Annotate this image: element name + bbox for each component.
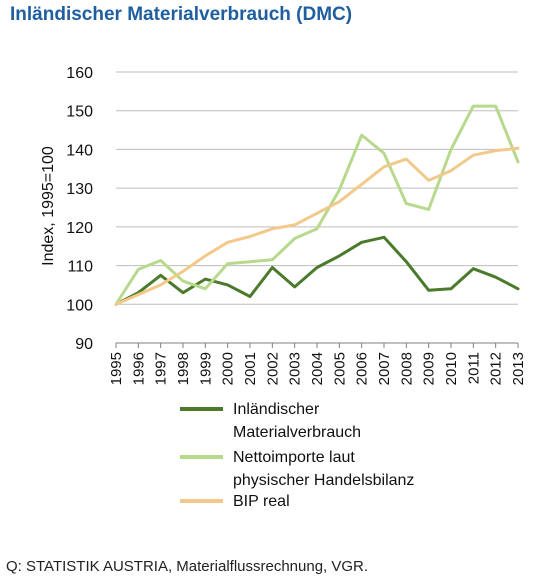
x-tick-label: 1997 xyxy=(153,352,170,385)
legend-label: Nettoimporte laut xyxy=(233,449,355,466)
x-tick-label: 2002 xyxy=(264,352,281,385)
x-tick-label: 2008 xyxy=(398,352,415,385)
y-tick-label: 120 xyxy=(66,220,93,237)
x-tick-label: 2004 xyxy=(309,352,326,385)
x-axis-tick-labels: 1995 1996 1997 1998 1999 2000 2001 2002 2003 2004… xyxy=(108,352,527,385)
x-tick-label: 2006 xyxy=(354,352,371,385)
legend-label: Inländischer xyxy=(233,401,320,418)
y-axis-tick-labels: 90 100 110 120 130 140 150 160 xyxy=(66,65,93,353)
y-tick-label: 150 xyxy=(66,104,93,121)
x-tick-label: 2009 xyxy=(421,352,438,385)
x-tick-label: 2005 xyxy=(331,352,348,385)
legend-label: Materialverbrauch xyxy=(233,424,361,441)
line-chart: 90 100 110 120 130 140 150 160 1995 1996 1997 1998… xyxy=(40,65,527,510)
x-tick-label: 2003 xyxy=(287,352,304,385)
series-line-1 xyxy=(114,104,520,306)
chart-title: Inländischer Materialverbrauch (DMC) xyxy=(10,4,353,25)
x-tick-label: 1998 xyxy=(175,352,192,385)
x-tick-label: 2000 xyxy=(220,352,237,385)
x-tick-label: 2012 xyxy=(488,352,505,385)
x-axis xyxy=(115,342,519,348)
series-line-2 xyxy=(114,146,520,306)
y-tick-label: 160 xyxy=(66,65,93,82)
x-tick-label: 2013 xyxy=(510,352,527,385)
x-tick-label: 2011 xyxy=(465,352,482,384)
legend: Inländischer Materialverbrauch Nettoimport… xyxy=(180,401,414,510)
y-tick-label: 100 xyxy=(66,297,93,314)
x-tick-label: 1996 xyxy=(130,352,147,385)
y-tick-label: 90 xyxy=(75,336,93,353)
x-tick-label: 2010 xyxy=(443,352,460,385)
y-tick-label: 130 xyxy=(66,181,93,198)
y-tick-label: 140 xyxy=(66,142,93,159)
series-line-0 xyxy=(114,235,520,306)
legend-label: BIP real xyxy=(233,493,290,510)
source-note: Q: STATISTIK AUSTRIA, Materialflussrechn… xyxy=(6,558,369,575)
y-axis-label: Index, 1995=100 xyxy=(40,146,57,266)
x-tick-label: 2007 xyxy=(376,352,393,385)
legend-label: physischer Handelsbilanz xyxy=(233,472,414,489)
x-tick-label: 1995 xyxy=(108,352,125,385)
series-lines xyxy=(114,104,520,306)
x-tick-label: 1999 xyxy=(197,352,214,385)
x-tick-label: 2001 xyxy=(242,352,259,385)
y-tick-label: 110 xyxy=(67,259,93,276)
